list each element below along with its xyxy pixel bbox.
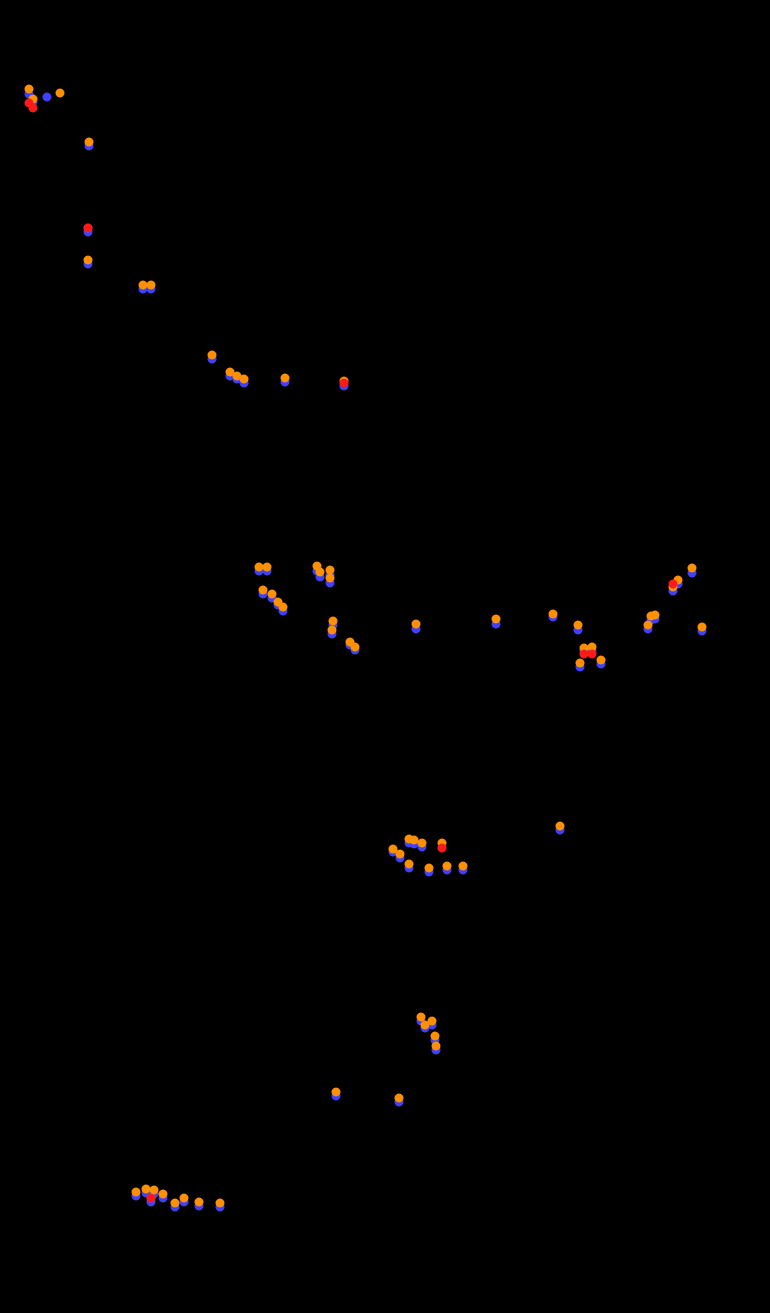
- scatter-point-red: [438, 844, 447, 853]
- scatter-point-orange: [208, 351, 217, 360]
- scatter-point-orange: [425, 864, 434, 873]
- scatter-point-orange: [431, 1032, 440, 1041]
- scatter-point-orange: [651, 611, 660, 620]
- scatter-point-orange: [556, 822, 565, 831]
- scatter-point-orange: [132, 1188, 141, 1197]
- scatter-point-orange: [459, 862, 468, 871]
- scatter-point-orange: [432, 1042, 441, 1051]
- scatter-point-orange: [396, 850, 405, 859]
- scatter-point-orange: [443, 862, 452, 871]
- scatter-point-orange: [195, 1198, 204, 1207]
- scatter-point-orange: [84, 256, 93, 265]
- scatter-point-red: [29, 104, 38, 113]
- scatter-point-red: [147, 1194, 156, 1203]
- scatter-point-red: [84, 224, 93, 233]
- scatter-point-orange: [180, 1194, 189, 1203]
- scatter-point-orange: [332, 1088, 341, 1097]
- scatter-point-orange: [329, 617, 338, 626]
- scatter-point-orange: [644, 621, 653, 630]
- scatter-point-orange: [549, 610, 558, 619]
- scatter-point-orange: [85, 138, 94, 147]
- scatter-point-red: [340, 379, 349, 388]
- scatter-point-orange: [171, 1199, 180, 1208]
- scatter-point-orange: [395, 1094, 404, 1103]
- scatter-point-orange: [326, 574, 335, 583]
- scatter-point-red: [669, 580, 678, 589]
- scatter-point-orange: [216, 1199, 225, 1208]
- scatter-point-orange: [259, 586, 268, 595]
- scatter-point-orange: [240, 375, 249, 384]
- scatter-point-orange: [316, 568, 325, 577]
- scatter-point-orange: [159, 1190, 168, 1199]
- scatter-point-orange: [25, 85, 34, 94]
- scatter-point-orange: [574, 621, 583, 630]
- scatter-point-orange: [418, 839, 427, 848]
- scatter-point-orange: [279, 603, 288, 612]
- scatter-point-orange: [412, 620, 421, 629]
- scatter-point-blue: [43, 93, 52, 102]
- scatter-point-orange: [597, 656, 606, 665]
- scatter-point-orange: [56, 89, 65, 98]
- scatter-point-orange: [405, 860, 414, 869]
- scatter-point-orange: [263, 563, 272, 572]
- scatter-point-orange: [576, 659, 585, 668]
- scatter-point-orange: [351, 643, 360, 652]
- scatter-point-orange: [147, 281, 156, 290]
- scatter-point-red: [588, 650, 597, 659]
- scatter-point-orange: [492, 615, 501, 624]
- scatter-point-orange: [688, 564, 697, 573]
- scatter-point-orange: [281, 374, 290, 383]
- scatter-point-orange: [421, 1021, 430, 1030]
- scatter-point-orange: [698, 623, 707, 632]
- scatter-plot: [0, 0, 770, 1313]
- scatter-point-orange: [328, 626, 337, 635]
